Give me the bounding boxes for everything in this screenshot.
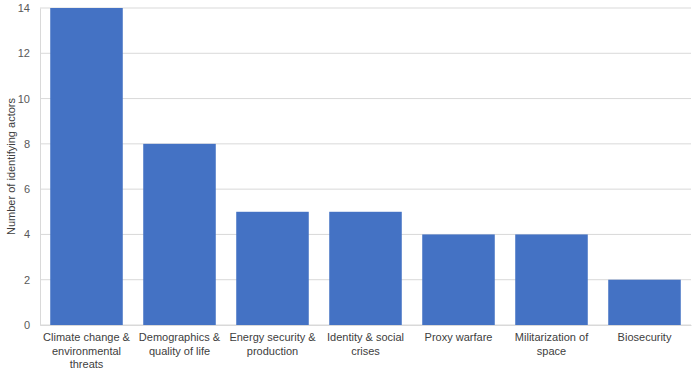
x-tick-label: Biosecurity: [618, 331, 672, 343]
x-tick-label-line: Identity & social: [327, 331, 404, 343]
grid-line: [40, 98, 691, 99]
y-axis-title: Number of identifying actors: [5, 98, 17, 235]
x-tick: Biosecurity: [618, 331, 672, 343]
x-axis-line: [41, 325, 692, 326]
x-tick-label-line: Militarization of: [515, 331, 589, 343]
grid-line: [40, 189, 691, 190]
y-tick: 4: [24, 228, 40, 240]
x-tick-label: Demographics & quality of life: [139, 331, 221, 357]
y-tick-label: 14: [18, 2, 30, 14]
x-tick-label-line: environmental: [52, 345, 121, 357]
bar: [143, 144, 216, 325]
x-tick: Identity & social crises: [327, 331, 404, 357]
y-tick-label: 8: [24, 138, 30, 150]
x-tick-label-line: crises: [351, 345, 380, 357]
x-tick-label-line: Proxy warfare: [425, 331, 493, 343]
y-tick: 12: [18, 47, 40, 59]
y-axis-line: [40, 9, 41, 326]
x-tick: Energy security & production: [229, 331, 316, 357]
y-tick-label: 4: [24, 228, 30, 240]
y-tick-label: 12: [18, 47, 30, 59]
x-tick-label-line: production: [247, 345, 298, 357]
y-tick: 8: [24, 138, 40, 150]
y-tick-label: 2: [24, 274, 30, 286]
y-tick: 6: [24, 183, 40, 195]
x-tick-label-line: Energy security &: [229, 331, 316, 343]
bar: [515, 234, 588, 325]
bar: [422, 234, 495, 325]
x-tick: Proxy warfare: [425, 331, 493, 343]
bars: [50, 8, 681, 325]
grid: [40, 8, 691, 325]
x-tick-label-line: threats: [70, 358, 104, 370]
bar: [329, 212, 402, 325]
x-tick: Demographics & quality of life: [139, 331, 221, 357]
bar: [50, 8, 123, 325]
y-axis: 0 2 4 6 8 10 12 14: [18, 2, 41, 331]
y-tick: 0: [24, 319, 40, 331]
x-tick-label-line: Climate change &: [43, 331, 130, 343]
y-tick-label: 6: [24, 183, 30, 195]
x-tick-label-line: Demographics &: [139, 331, 221, 343]
x-tick-label: Climate change & environmentalthreats: [43, 331, 130, 371]
grid-line: [40, 53, 691, 54]
x-tick: Militarization of space: [515, 331, 589, 357]
grid-line: [40, 143, 691, 144]
x-tick-label: Energy security & production: [229, 331, 316, 357]
x-tick-label-line: Biosecurity: [618, 331, 672, 343]
y-tick-label: 10: [18, 93, 30, 105]
bar: [608, 280, 681, 325]
y-tick: 2: [24, 274, 40, 286]
x-tick: Climate change & environmentalthreats: [43, 331, 130, 371]
y-tick: 14: [18, 2, 40, 14]
x-tick-label-line: quality of life: [149, 345, 210, 357]
y-tick: 10: [18, 93, 40, 105]
x-tick-label: Proxy warfare: [425, 331, 493, 343]
chart: 0 2 4 6 8 10 12 14 Climate change & environmental…: [0, 0, 700, 379]
bar: [236, 212, 309, 325]
x-tick-label: Identity & social crises: [327, 331, 404, 357]
y-tick-label: 0: [24, 319, 30, 331]
x-tick-label: Militarization of space: [515, 331, 589, 357]
grid-line: [40, 8, 691, 9]
x-tick-label-line: space: [537, 345, 566, 357]
x-axis: Climate change & environmentalthreats Demo…: [41, 326, 692, 371]
